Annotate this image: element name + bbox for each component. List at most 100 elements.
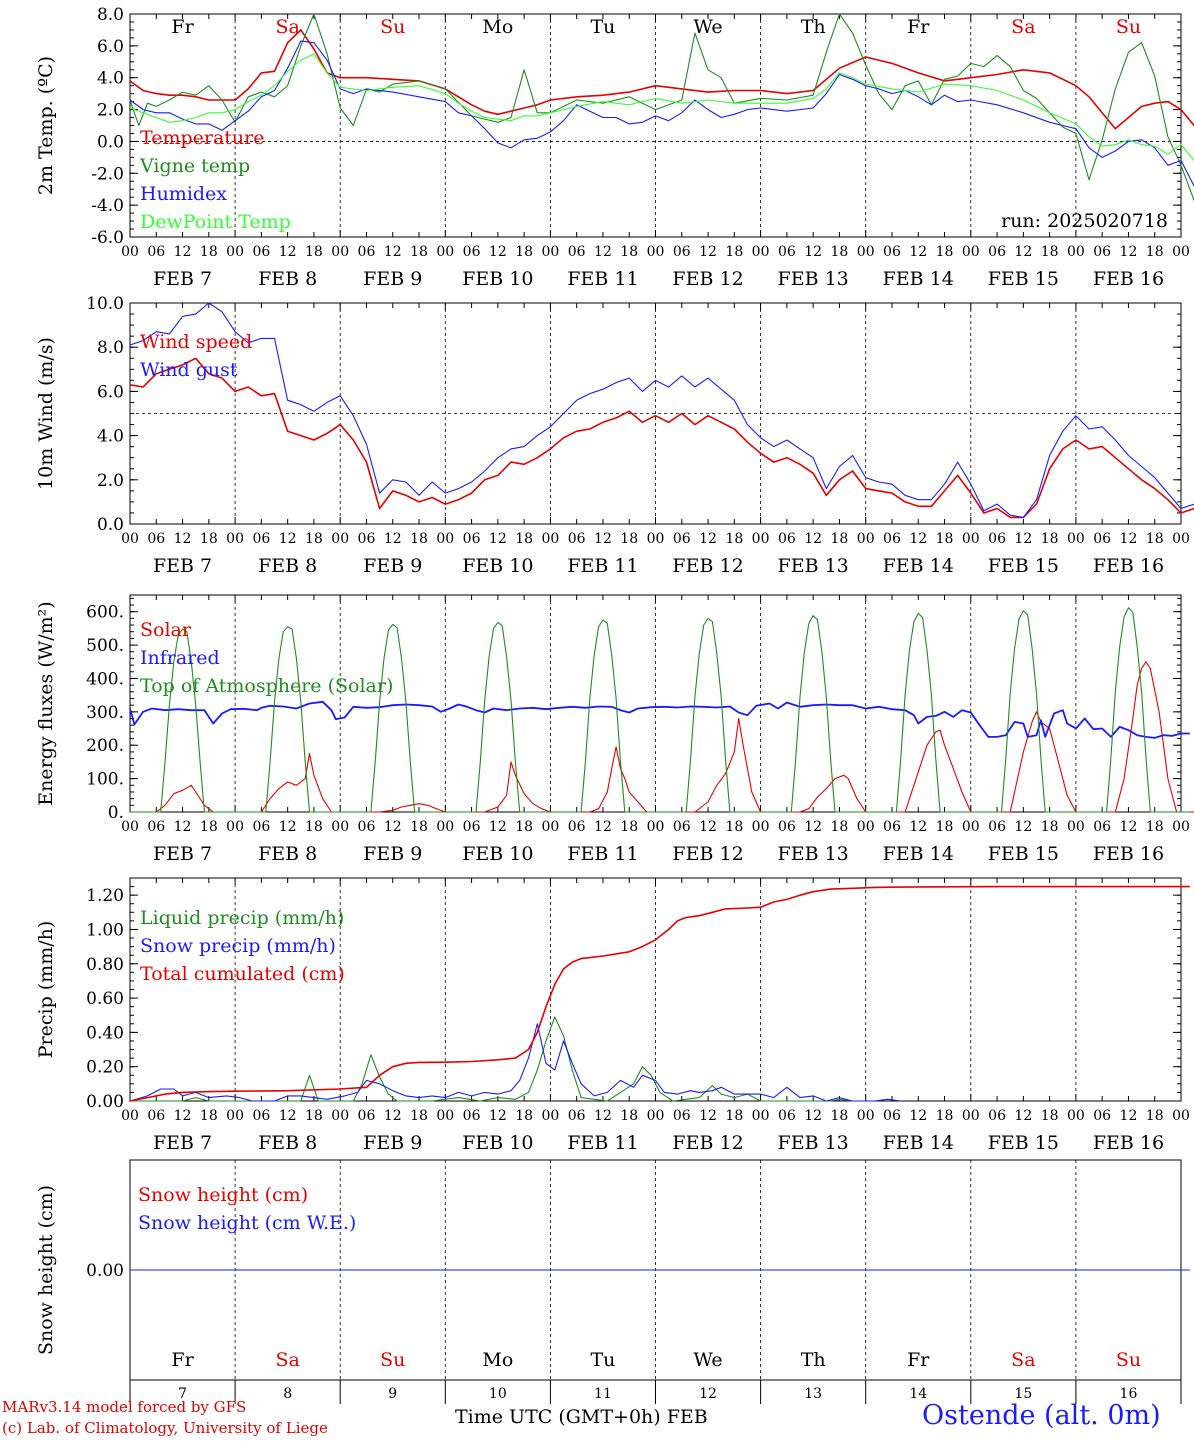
date-label: FEB 12 [672, 1132, 743, 1154]
hour-tick-label: 12 [279, 244, 297, 260]
weekday-label: Su [1116, 1349, 1141, 1371]
hour-tick-label: 00 [226, 531, 244, 547]
energy-series-1 [129, 700, 1190, 739]
hour-tick-label: 18 [725, 819, 743, 835]
hour-tick-label: 12 [174, 244, 192, 260]
hour-tick-label: 12 [909, 819, 927, 835]
date-label: FEB 11 [567, 843, 638, 865]
hour-tick-label: 06 [252, 819, 270, 835]
date-label: FEB 10 [462, 268, 533, 290]
hour-tick-label: 06 [988, 531, 1006, 547]
hour-tick-label: 00 [962, 531, 980, 547]
weekday-label: Fr [171, 16, 194, 38]
day-number-label: 8 [283, 1386, 292, 1402]
date-label: FEB 8 [258, 268, 317, 290]
energy-ylabel: Energy fluxes (W/m²) [35, 601, 57, 805]
hour-tick-label: 00 [121, 531, 139, 547]
date-label: FEB 14 [883, 843, 954, 865]
hour-tick-label: 12 [909, 244, 927, 260]
date-label: FEB 7 [153, 843, 212, 865]
hour-tick-label: 12 [594, 531, 612, 547]
hour-tick-label: 18 [515, 819, 533, 835]
hour-tick-label: 00 [752, 244, 770, 260]
hour-tick-label: 00 [1172, 1108, 1190, 1124]
date-label: FEB 12 [672, 268, 743, 290]
energy-panel: 00 06 12 18 FEB 7 00 06 12 18 FEB 8 00 06 12 18 FEB 9 0… [35, 594, 1194, 865]
legend-entry: Snow height (cm) [138, 1184, 308, 1206]
model-credit: MARv3.14 model forced by GFS [2, 1398, 247, 1416]
date-label: FEB 14 [883, 268, 954, 290]
hour-tick-label: 18 [831, 819, 849, 835]
hour-tick-label: 06 [358, 531, 376, 547]
precip-series-2 [129, 885, 1190, 1102]
weekday-label: Th [801, 1349, 826, 1371]
hour-tick-label: 00 [436, 1108, 454, 1124]
date-label: FEB 11 [567, 268, 638, 290]
hour-tick-label: 00 [1172, 531, 1190, 547]
y-tick-label: 0.0 [97, 515, 124, 535]
weekday-label: Tu [590, 1349, 615, 1371]
hour-tick-label: 18 [831, 1108, 849, 1124]
hour-tick-label: 12 [699, 244, 717, 260]
hour-tick-label: 18 [200, 819, 218, 835]
hour-tick-label: 18 [1041, 244, 1059, 260]
weekday-label: Sa [1011, 1349, 1035, 1371]
hour-tick-label: 06 [463, 531, 481, 547]
weekday-label: Sa [275, 16, 299, 38]
hour-tick-label: 12 [1120, 819, 1138, 835]
date-label: FEB 13 [778, 843, 849, 865]
hour-tick-label: 00 [121, 819, 139, 835]
hour-tick-label: 06 [1093, 819, 1111, 835]
hour-tick-label: 00 [857, 1108, 875, 1124]
date-label: FEB 16 [1093, 555, 1164, 577]
hour-tick-label: 00 [752, 1108, 770, 1124]
y-tick-label: 1.20 [86, 886, 124, 906]
hour-tick-label: 18 [410, 1108, 428, 1124]
hour-tick-label: 00 [962, 1108, 980, 1124]
hour-tick-label: 06 [252, 531, 270, 547]
weekday-label: Su [380, 1349, 405, 1371]
legend-entry: DewPoint Temp [140, 211, 291, 233]
hour-tick-label: 18 [1041, 531, 1059, 547]
date-label: FEB 10 [462, 555, 533, 577]
hour-tick-label: 12 [804, 531, 822, 547]
date-label: FEB 13 [778, 1132, 849, 1154]
hour-tick-label: 06 [147, 244, 165, 260]
hour-tick-label: 00 [226, 1108, 244, 1124]
hour-tick-label: 06 [778, 1108, 796, 1124]
hour-tick-label: 06 [1093, 244, 1111, 260]
hour-tick-label: 06 [463, 1108, 481, 1124]
hour-tick-label: 00 [121, 1108, 139, 1124]
day-number-label: 7 [178, 1386, 187, 1402]
hour-tick-label: 06 [463, 819, 481, 835]
y-tick-label: 0.80 [86, 955, 124, 975]
hour-tick-label: 00 [541, 244, 559, 260]
legend-entry: Temperature [140, 127, 264, 149]
temperature-ylabel: 2m Temp. (ºC) [35, 56, 57, 195]
hour-tick-label: 12 [279, 819, 297, 835]
date-label: FEB 12 [672, 555, 743, 577]
hour-tick-label: 06 [568, 531, 586, 547]
date-label: FEB 15 [988, 843, 1059, 865]
hour-tick-label: 18 [515, 1108, 533, 1124]
hour-tick-label: 18 [1146, 531, 1164, 547]
date-label: FEB 16 [1093, 1132, 1164, 1154]
y-tick-label: 0.00 [86, 1092, 124, 1112]
date-label: FEB 9 [363, 1132, 422, 1154]
hour-tick-label: 18 [305, 1108, 323, 1124]
hour-tick-label: 06 [673, 244, 691, 260]
wind-panel: 00 06 12 18 FEB 7 00 06 12 18 FEB 8 00 06 12 18 FEB 9 0… [35, 294, 1194, 577]
date-label: FEB 15 [988, 268, 1059, 290]
date-label: FEB 8 [258, 555, 317, 577]
y-tick-label: -2.0 [91, 164, 124, 184]
day-number-label: 11 [594, 1386, 612, 1402]
hour-tick-label: 00 [226, 244, 244, 260]
hour-tick-label: 12 [384, 531, 402, 547]
weekday-label: Tu [590, 16, 615, 38]
hour-tick-label: 06 [463, 244, 481, 260]
hour-tick-label: 06 [568, 244, 586, 260]
y-tick-label: 300. [86, 703, 124, 723]
date-label: FEB 10 [462, 843, 533, 865]
y-tick-label: 0.60 [86, 989, 124, 1009]
